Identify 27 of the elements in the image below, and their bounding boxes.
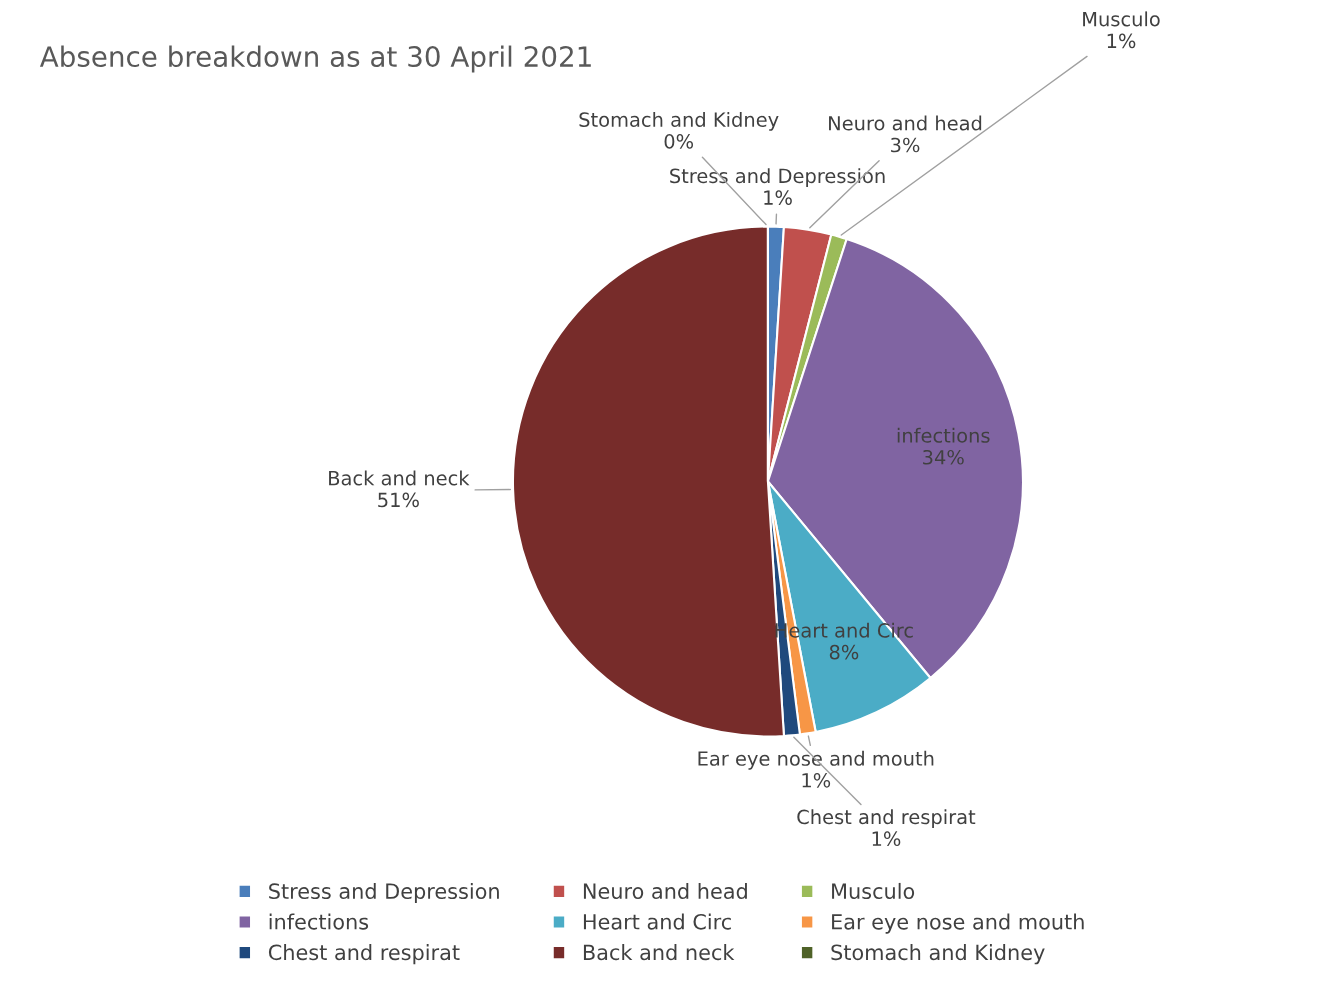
data-label: 1% — [764, 190, 792, 205]
category-label: Stomach and Kidney — [579, 111, 779, 131]
data-label: 1% — [872, 831, 901, 847]
legend-label: Stress and Depression — [269, 882, 499, 904]
data-label: 51% — [378, 492, 419, 508]
slice-label: Chest and respirat — [797, 809, 976, 829]
legend-label: Back and neck — [583, 944, 735, 961]
legend-label: Heart and Circ — [583, 913, 731, 930]
slice-label: infections — [897, 427, 990, 443]
legend-label: Ear eye nose and mouth — [832, 913, 1084, 934]
legend-label: Neuro and head — [583, 882, 747, 900]
data-label: 1% — [1107, 33, 1136, 49]
slice-label: Musculo — [1083, 11, 1160, 27]
legend-label: Musculo — [832, 882, 915, 900]
slice-label: Stress and Depression — [670, 168, 885, 187]
legend-label: Chest and respirat — [268, 944, 460, 965]
text: 0% — [664, 134, 694, 149]
data-label: 1% — [802, 772, 831, 788]
legend-label: Stomach and Kidney — [831, 944, 1045, 965]
data-label: 8% — [829, 644, 859, 660]
legend-label: infections — [269, 913, 369, 930]
slice-label: Neuro and head — [829, 115, 982, 131]
slice-label: Back and neck — [329, 470, 470, 486]
data-label: 34% — [923, 449, 964, 465]
data-label: 3% — [891, 137, 920, 153]
text: Absence breakdown as at 30 April 2021 — [39, 45, 591, 73]
slice-label: Ear eye nose and mouth — [698, 750, 934, 770]
